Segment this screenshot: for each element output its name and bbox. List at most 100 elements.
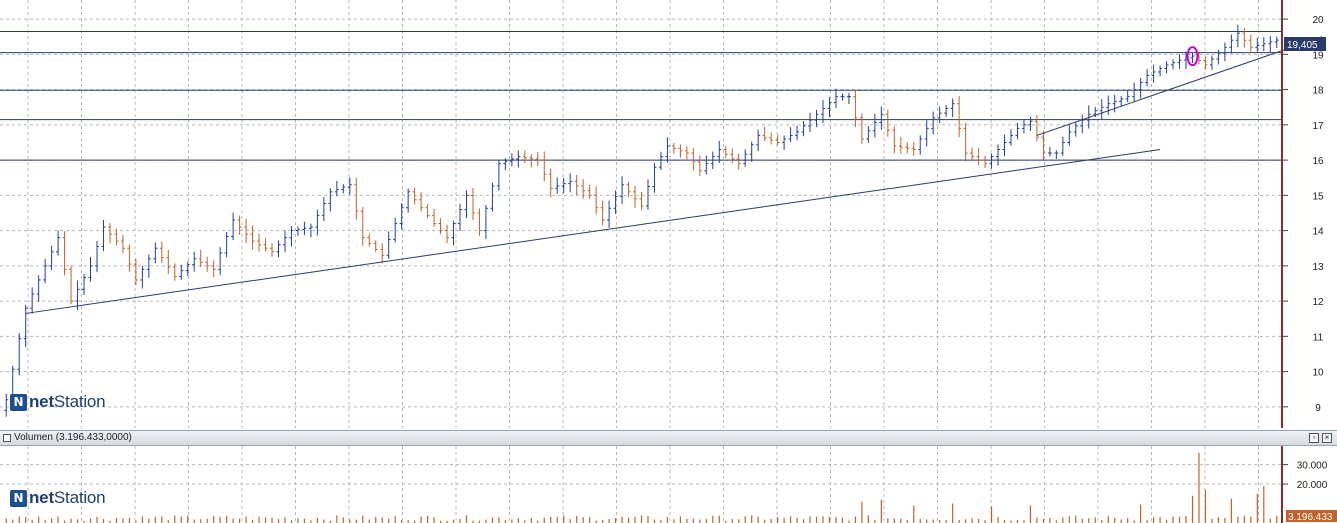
axis-tick-label: 15	[1312, 191, 1324, 202]
ohlc-bar	[581, 179, 586, 199]
ohlc-bar	[775, 134, 780, 146]
ohlc-bar	[114, 228, 119, 246]
ohlc-bar	[613, 190, 618, 214]
ohlc-bar	[445, 224, 450, 244]
ohlc-bar	[1203, 56, 1208, 70]
ohlc-bar	[146, 254, 151, 278]
ohlc-bar	[1229, 34, 1234, 54]
ohlc-bar	[905, 142, 910, 154]
ohlc-bar	[859, 113, 864, 145]
ohlc-bar	[1099, 99, 1104, 120]
ohlc-bar	[963, 122, 968, 162]
ohlc-bar	[846, 92, 851, 105]
volume-axis-tick-label: 20.000	[1297, 480, 1328, 491]
ohlc-bar	[198, 249, 203, 268]
ohlc-bar	[496, 159, 501, 191]
ohlc-bar	[594, 186, 599, 215]
ohlc-bar	[101, 219, 106, 252]
ohlc-bar	[69, 265, 74, 305]
ohlc-bar	[678, 144, 683, 158]
highlight-circle	[1186, 46, 1199, 67]
ohlc-bar	[756, 129, 761, 152]
ohlc-bar	[373, 240, 378, 253]
ohlc-bar	[1021, 118, 1026, 134]
ohlc-bar	[120, 234, 125, 254]
ohlc-bar	[263, 238, 268, 252]
trendline	[1036, 36, 1323, 136]
ohlc-bar	[1054, 150, 1059, 159]
ohlc-bar	[639, 191, 644, 210]
ohlc-bar	[17, 333, 22, 376]
ohlc-bar	[574, 174, 579, 196]
ohlc-bar	[1041, 130, 1046, 161]
ohlc-bar	[490, 182, 495, 212]
ohlc-bar	[457, 203, 462, 232]
ohlc-bar	[1164, 61, 1169, 74]
ohlc-bar	[153, 242, 158, 264]
ohlc-bar	[425, 203, 430, 219]
ohlc-bar	[1112, 94, 1117, 113]
ohlc-bar	[1132, 82, 1137, 102]
ohlc-bar	[354, 177, 359, 220]
ohlc-bar	[633, 186, 638, 208]
volume-label: Volumen (3.196.433,0000)	[14, 432, 132, 443]
close-button[interactable]: ×	[1322, 433, 1332, 443]
ohlc-bar	[432, 208, 437, 227]
ohlc-bar	[671, 142, 676, 154]
ohlc-bar	[82, 274, 87, 295]
ohlc-bar	[626, 181, 631, 197]
volume-bars	[5, 452, 1278, 523]
ohlc-bar	[853, 90, 858, 127]
ohlc-bar	[600, 200, 605, 226]
ohlc-bar	[1177, 54, 1182, 69]
restore-button[interactable]: ▫	[1309, 433, 1319, 443]
ohlc-bar	[684, 146, 689, 161]
ohlc-bar	[918, 135, 923, 155]
price-axis: 9 10 11 12 13 14 15 16 17 18 19 20	[1281, 0, 1324, 428]
ohlc-bar	[529, 154, 534, 168]
ohlc-bar	[808, 112, 813, 132]
volume-axis: 20.000 30.000	[1281, 446, 1328, 523]
ohlc-bar	[1138, 77, 1143, 99]
ohlc-bar	[185, 261, 190, 276]
ohlc-bar	[205, 256, 210, 272]
ohlc-bar	[406, 188, 411, 213]
axis-tick-label: 14	[1312, 227, 1324, 238]
ohlc-bar	[172, 263, 177, 281]
axis-tick-label: 11	[1313, 332, 1324, 343]
ohlc-bar	[347, 177, 352, 195]
volume-tag: 3.196.433	[1288, 512, 1333, 523]
axis-tick-label: 16	[1312, 156, 1324, 167]
ohlc-bar	[652, 163, 657, 193]
ohlc-bar	[43, 258, 48, 284]
trendline	[25, 149, 1161, 314]
ohlc-bar	[1235, 24, 1240, 48]
ohlc-bar	[587, 185, 592, 199]
ohlc-bar	[56, 230, 61, 256]
ohlc-bar	[788, 127, 793, 142]
ohlc-bar	[250, 225, 255, 250]
ohlc-bar	[730, 148, 735, 164]
ohlc-bar	[302, 221, 307, 236]
ohlc-bar	[516, 150, 521, 168]
ohlc-bar	[399, 203, 404, 230]
ohlc-bar	[257, 233, 262, 252]
axis-tick-label: 13	[1312, 262, 1324, 273]
volume-tag-badge	[1286, 510, 1337, 522]
ohlc-bar	[23, 304, 28, 348]
ohlc-bar	[88, 256, 93, 282]
volume-chart: 20.000 30.000 3.196.433	[0, 446, 1337, 523]
ohlc-bar	[840, 93, 845, 101]
ohlc-bar	[996, 144, 1001, 166]
ohlc-bar	[937, 106, 942, 124]
ohlc-bar	[866, 125, 871, 143]
price-tag-badge	[1284, 37, 1326, 51]
ohlc-bar	[1086, 105, 1091, 129]
ohlc-bar	[833, 88, 838, 108]
ohlc-bar	[970, 147, 975, 160]
ohlc-bar	[1125, 89, 1130, 103]
ohlc-bar	[1060, 136, 1065, 156]
ohlc-bar	[1067, 125, 1072, 146]
ohlc-bar	[1190, 52, 1195, 63]
ohlc-bar	[522, 150, 527, 164]
